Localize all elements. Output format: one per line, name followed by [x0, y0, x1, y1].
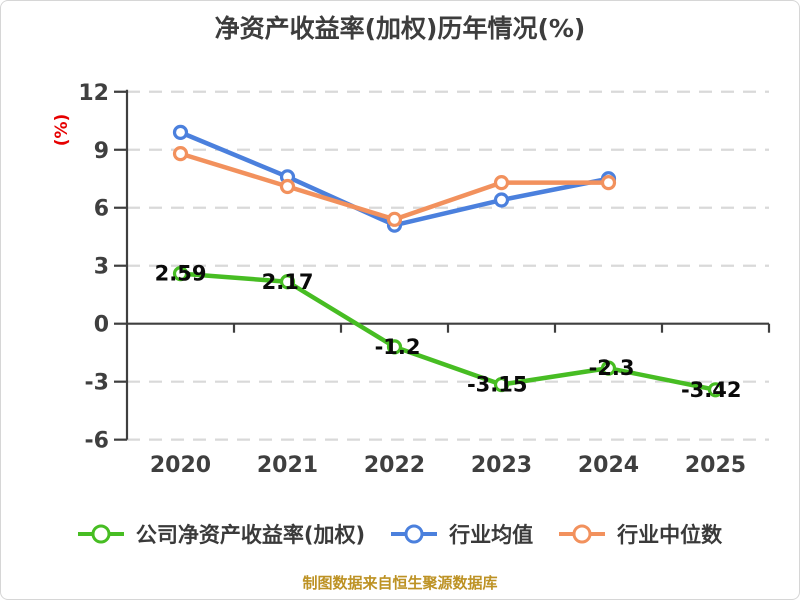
blue-line-marker-icon — [391, 524, 438, 544]
svg-text:2.17: 2.17 — [262, 270, 314, 294]
svg-text:2025: 2025 — [685, 453, 746, 478]
legend-label-industry-median: 行业中位数 — [617, 523, 723, 547]
svg-text:3: 3 — [94, 255, 109, 280]
svg-text:-1.2: -1.2 — [375, 335, 421, 359]
svg-text:-6: -6 — [85, 429, 109, 454]
data-source-note: 制图数据来自恒生聚源数据库 — [302, 574, 498, 592]
chart-legend: 公司净资产收益率(加权) 行业均值 行业中位数 — [1, 519, 799, 549]
legend-item-industry-median: 行业中位数 — [559, 519, 722, 549]
legend-item-company: 公司净资产收益率(加权) — [77, 519, 366, 549]
svg-text:0: 0 — [94, 313, 109, 338]
legend-item-industry-mean: 行业均值 — [391, 519, 533, 549]
svg-text:2020: 2020 — [150, 453, 211, 478]
svg-text:-3.42: -3.42 — [681, 378, 742, 402]
svg-text:-3.15: -3.15 — [467, 373, 528, 397]
legend-label-industry-mean: 行业均值 — [449, 523, 534, 547]
svg-text:-3: -3 — [85, 371, 109, 396]
svg-text:2.59: 2.59 — [155, 262, 207, 286]
svg-text:6: 6 — [94, 197, 109, 222]
green-line-marker-icon — [77, 524, 124, 544]
chart-title: 净资产收益率(加权)历年情况(%) — [214, 14, 586, 43]
legend-label-company: 公司净资产收益率(加权) — [135, 523, 366, 547]
svg-text:2022: 2022 — [364, 453, 425, 478]
svg-text:2023: 2023 — [471, 453, 532, 478]
orange-line-marker-icon — [559, 524, 606, 544]
svg-text:12: 12 — [78, 81, 109, 106]
svg-text:-2.3: -2.3 — [589, 356, 635, 380]
svg-text:9: 9 — [94, 139, 109, 164]
svg-text:2021: 2021 — [257, 453, 318, 478]
svg-text:2024: 2024 — [578, 453, 639, 478]
